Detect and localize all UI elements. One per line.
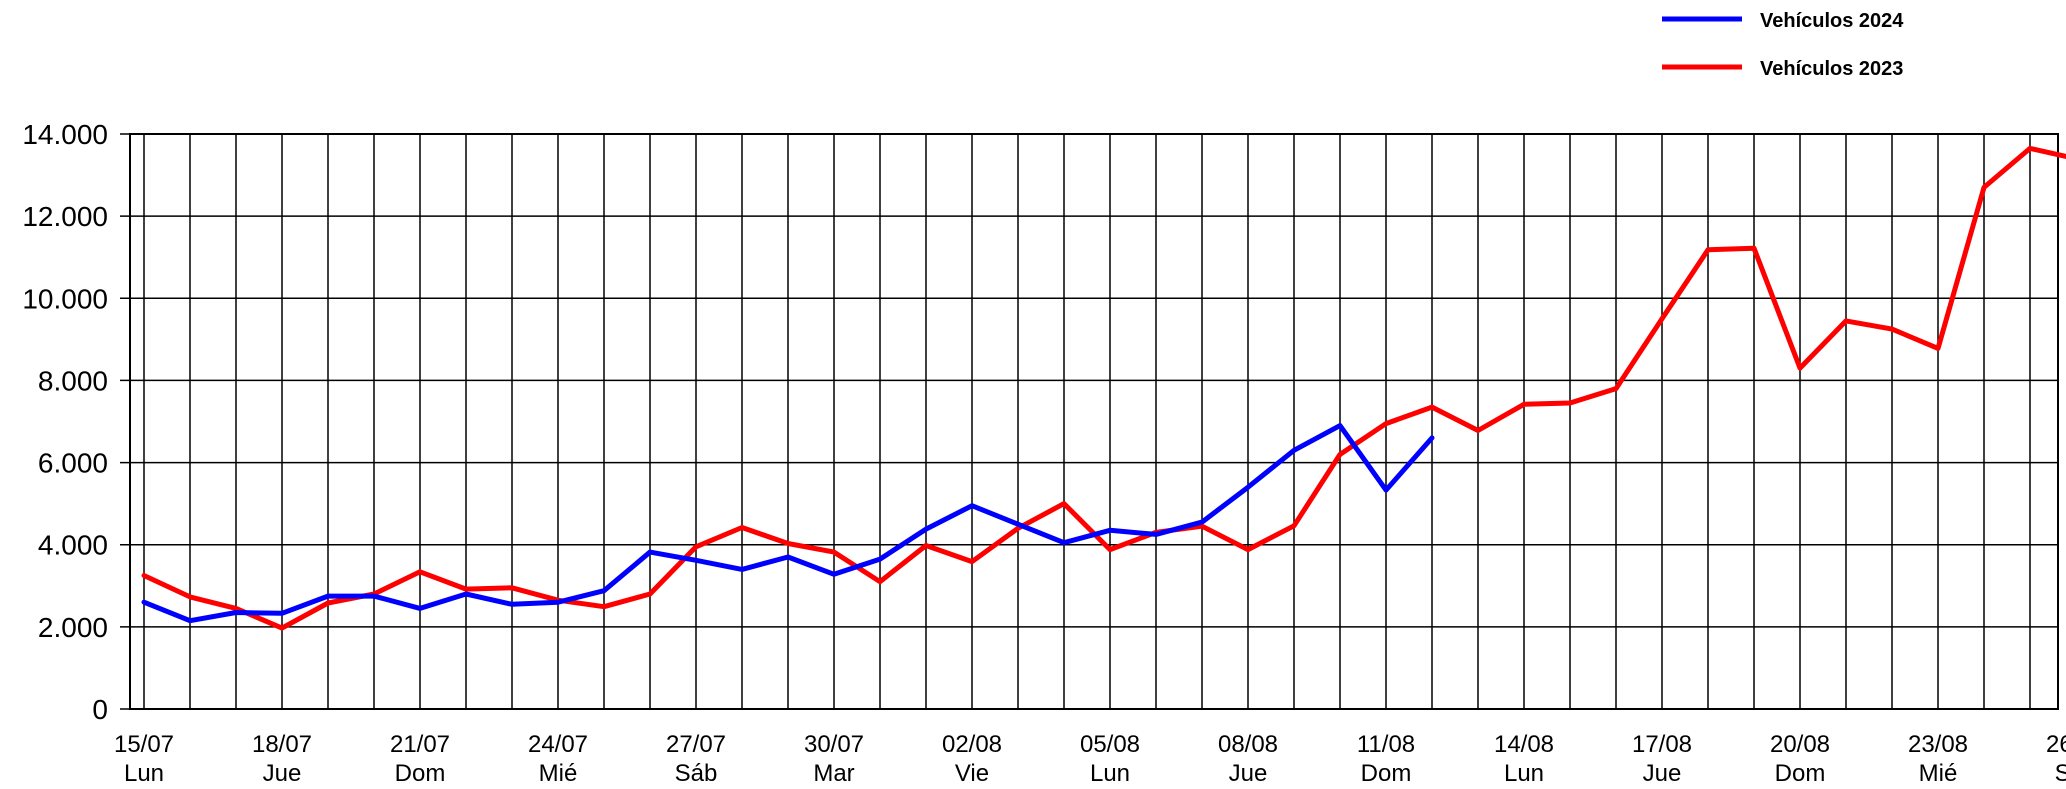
x-tick-date: 14/08 bbox=[1494, 731, 1554, 758]
y-tick-label: 12.000 bbox=[22, 201, 108, 232]
x-tick-date: 15/07 bbox=[114, 731, 174, 758]
series-line-vehiculos-2024 bbox=[141, 423, 1435, 624]
y-tick-label: 10.000 bbox=[22, 283, 108, 314]
x-tick-date: 26/08 bbox=[2046, 731, 2066, 758]
legend-label-vehiculos-2024: Vehículos 2024 bbox=[1760, 10, 1904, 32]
x-tick-date: 17/08 bbox=[1632, 731, 1692, 758]
x-tick-day: Vie bbox=[955, 760, 989, 787]
x-tick-date: 08/08 bbox=[1218, 731, 1278, 758]
series-layer bbox=[141, 145, 2066, 631]
x-tick-day: Mié bbox=[1919, 760, 1958, 787]
y-tick-label: 4.000 bbox=[38, 530, 108, 561]
series-line-vehiculos-2023 bbox=[141, 145, 2066, 631]
x-tick-date: 30/07 bbox=[804, 731, 864, 758]
y-tick-label: 8.000 bbox=[38, 365, 108, 396]
x-tick-date: 21/07 bbox=[390, 731, 450, 758]
x-tick-date: 02/08 bbox=[942, 731, 1002, 758]
legend: Vehículos 2024 Vehículos 2023 bbox=[1662, 10, 1904, 80]
x-tick-day: Dom bbox=[1361, 760, 1412, 787]
x-tick-day: Jue bbox=[1229, 760, 1268, 787]
x-tick-day: Lun bbox=[1504, 760, 1544, 787]
x-tick-day: Mar bbox=[813, 760, 854, 787]
grid bbox=[120, 133, 2059, 710]
legend-label-vehiculos-2023: Vehículos 2023 bbox=[1760, 58, 1903, 80]
plot-frame bbox=[129, 133, 2059, 710]
x-tick-day: Sáb bbox=[2055, 760, 2066, 787]
y-axis-ticks: 0 2.000 4.000 6.000 8.000 10.000 12.000 14.000 bbox=[22, 119, 108, 725]
x-tick-date: 11/08 bbox=[1357, 731, 1415, 758]
x-tick-date: 05/08 bbox=[1080, 731, 1140, 758]
x-tick-date: 23/08 bbox=[1908, 731, 1968, 758]
x-tick-date: 18/07 bbox=[252, 731, 312, 758]
x-tick-date: 20/08 bbox=[1770, 731, 1830, 758]
y-tick-label: 6.000 bbox=[38, 448, 108, 479]
x-tick-day: Dom bbox=[395, 760, 446, 787]
x-tick-day: Dom bbox=[1775, 760, 1826, 787]
x-tick-day: Jue bbox=[1643, 760, 1682, 787]
y-tick-label: 0 bbox=[92, 694, 108, 725]
y-tick-label: 14.000 bbox=[22, 119, 108, 150]
x-tick-day: Mié bbox=[539, 760, 578, 787]
x-tick-day: Lun bbox=[1090, 760, 1130, 787]
x-tick-date: 24/07 bbox=[528, 731, 588, 758]
x-tick-day: Lun bbox=[124, 760, 164, 787]
y-tick-label: 2.000 bbox=[38, 612, 108, 643]
x-tick-day: Jue bbox=[263, 760, 302, 787]
x-tick-date: 27/07 bbox=[666, 731, 726, 758]
x-axis-ticks: 15/07Lun18/07Jue21/07Dom24/07Mié27/07Sáb… bbox=[114, 731, 2066, 787]
x-tick-day: Sáb bbox=[675, 760, 718, 787]
